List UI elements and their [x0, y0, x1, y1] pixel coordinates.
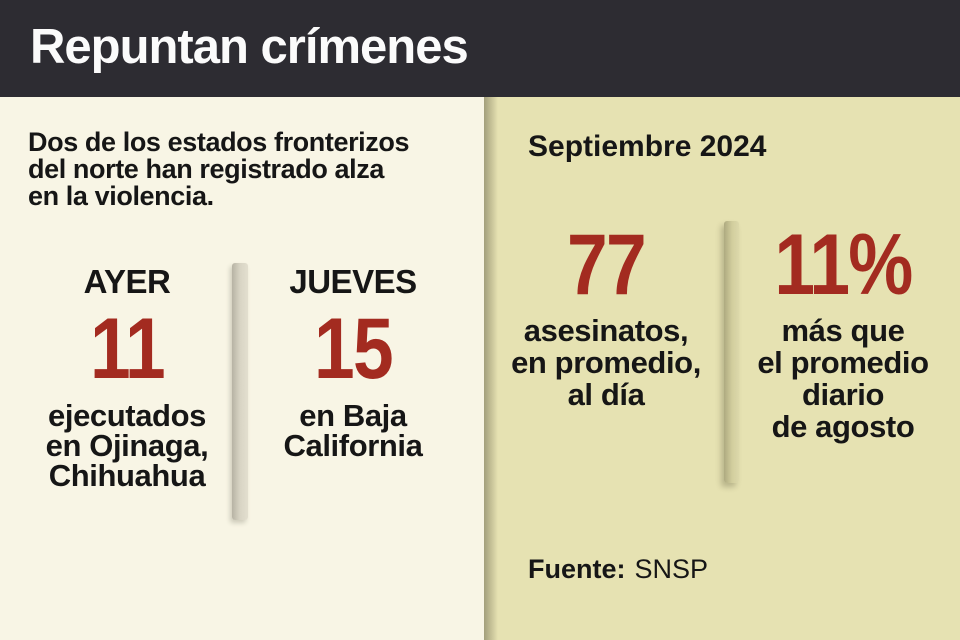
intro-text: Dos de los estados fronterizos del norte… [28, 127, 410, 211]
stat-value: 15 [314, 301, 394, 397]
page-title: Repuntan crímenes [30, 20, 469, 74]
stat-value: 11% [774, 217, 913, 313]
source-line: Fuente: SNSP [528, 555, 708, 583]
stat-daily-average: 77 asesinatos, en promedio, al día [496, 217, 716, 412]
stat-caption: más que el promedio diario de agosto [757, 313, 929, 444]
stat-caption: en Baja California [283, 398, 423, 463]
right-panel: Septiembre 2024 77 asesinatos, en promed… [484, 97, 960, 640]
source-value: SNSP [634, 554, 709, 584]
stat-label: AYER [83, 263, 171, 300]
vertical-divider-left [232, 263, 248, 520]
stat-value: 11 [90, 301, 166, 397]
stat-percent-change: 11% más que el promedio diario de agosto [734, 217, 952, 444]
header-bar: Repuntan crímenes [0, 0, 960, 97]
vertical-divider-right [724, 221, 739, 483]
stat-jueves: JUEVES 15 en Baja California [248, 263, 458, 463]
stat-caption: asesinatos, en promedio, al día [511, 313, 701, 412]
source-label: Fuente: [528, 554, 626, 584]
stat-ayer: AYER 11 ejecutados en Ojinaga, Chihuahua [22, 263, 232, 493]
left-panel: Dos de los estados fronterizos del norte… [0, 97, 484, 640]
stat-caption: ejecutados en Ojinaga, Chihuahua [45, 398, 209, 493]
stat-value: 77 [567, 217, 647, 313]
stat-label: JUEVES [289, 263, 417, 300]
month-heading: Septiembre 2024 [528, 130, 767, 163]
